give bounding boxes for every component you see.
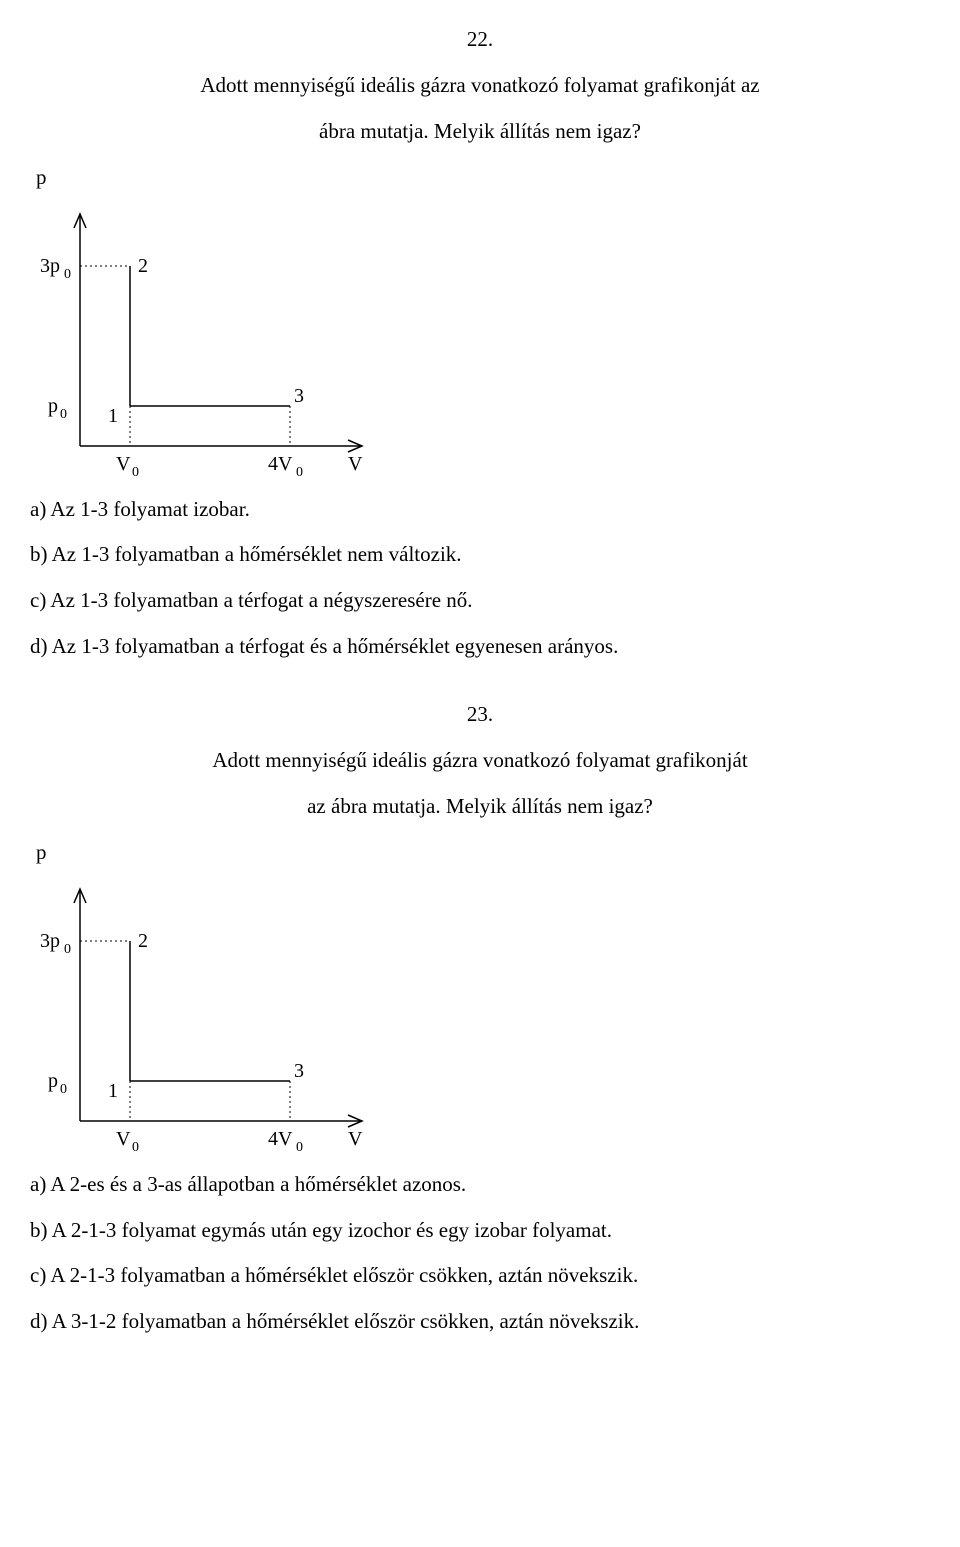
question-23: 23. Adott mennyiségű ideális gázra vonat…: [30, 695, 930, 1342]
question-number: 22.: [30, 20, 930, 60]
svg-text:0: 0: [296, 1140, 303, 1151]
svg-text:p: p: [48, 1070, 58, 1092]
question-text-line2: az ábra mutatja. Melyik állítás nem igaz…: [30, 787, 930, 827]
answer-d: d) A 3-1-2 folyamatban a hőmérséklet elő…: [30, 1302, 930, 1342]
svg-text:0: 0: [64, 267, 71, 282]
svg-text:0: 0: [60, 1082, 67, 1097]
svg-text:3: 3: [294, 385, 304, 407]
p-axis-label: p: [36, 833, 930, 873]
svg-text:1: 1: [108, 405, 118, 427]
svg-text:2: 2: [138, 255, 148, 277]
svg-text:0: 0: [64, 942, 71, 957]
question-text-line1: Adott mennyiségű ideális gázra vonatkozó…: [30, 66, 930, 106]
svg-text:V: V: [348, 1128, 363, 1150]
svg-text:V: V: [348, 453, 363, 475]
svg-text:4V: 4V: [268, 453, 293, 475]
pv-chart-23: 3p 0 p 0 V 0 4V 0 V 2 1 3: [30, 881, 930, 1151]
svg-text:p: p: [48, 395, 58, 417]
question-text-line2: ábra mutatja. Melyik állítás nem igaz?: [30, 112, 930, 152]
answer-d: d) Az 1-3 folyamatban a térfogat és a hő…: [30, 627, 930, 667]
answer-c: c) Az 1-3 folyamatban a térfogat a négys…: [30, 581, 930, 621]
svg-text:0: 0: [132, 1140, 139, 1151]
p-axis-label: p: [36, 158, 930, 198]
answer-a: a) Az 1-3 folyamat izobar.: [30, 490, 930, 530]
question-text-line1: Adott mennyiségű ideális gázra vonatkozó…: [30, 741, 930, 781]
svg-text:V: V: [116, 1128, 131, 1150]
answer-c: c) A 2-1-3 folyamatban a hőmérséklet elő…: [30, 1256, 930, 1296]
svg-text:3p: 3p: [40, 255, 60, 277]
svg-text:3p: 3p: [40, 930, 60, 952]
svg-text:1: 1: [108, 1080, 118, 1102]
svg-text:V: V: [116, 453, 131, 475]
svg-text:0: 0: [132, 465, 139, 476]
question-22: 22. Adott mennyiségű ideális gázra vonat…: [30, 20, 930, 667]
svg-text:3: 3: [294, 1060, 304, 1082]
svg-text:4V: 4V: [268, 1128, 293, 1150]
pv-chart-22: 3p 0 p 0 V 0 4V 0 V 2 1 3: [30, 206, 930, 476]
answer-b: b) A 2-1-3 folyamat egymás után egy izoc…: [30, 1211, 930, 1251]
svg-text:0: 0: [296, 465, 303, 476]
answer-a: a) A 2-es és a 3-as állapotban a hőmérsé…: [30, 1165, 930, 1205]
svg-text:2: 2: [138, 930, 148, 952]
svg-text:0: 0: [60, 407, 67, 422]
answer-b: b) Az 1-3 folyamatban a hőmérséklet nem …: [30, 535, 930, 575]
question-number: 23.: [30, 695, 930, 735]
